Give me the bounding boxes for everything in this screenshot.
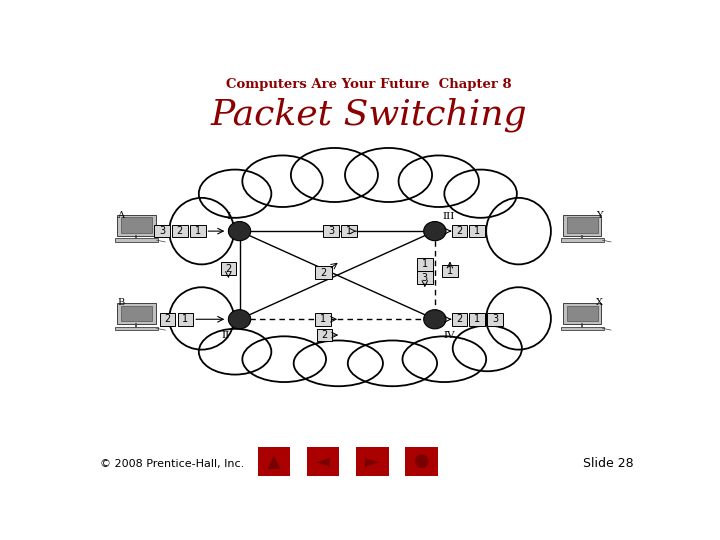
FancyBboxPatch shape [567,218,598,233]
Ellipse shape [399,156,479,207]
FancyBboxPatch shape [469,313,485,326]
FancyBboxPatch shape [451,225,467,238]
Text: 2: 2 [164,314,171,324]
Text: IV: IV [443,330,454,340]
FancyBboxPatch shape [315,266,332,279]
Text: 1: 1 [320,314,326,324]
FancyBboxPatch shape [117,215,156,235]
FancyBboxPatch shape [117,303,156,323]
Ellipse shape [243,336,326,382]
FancyBboxPatch shape [323,225,339,238]
FancyBboxPatch shape [121,218,152,233]
Text: 1: 1 [447,266,453,276]
Text: 2: 2 [176,226,183,236]
Ellipse shape [486,287,551,349]
Ellipse shape [199,170,271,218]
Text: 1: 1 [422,259,428,269]
Text: 2: 2 [320,268,326,278]
FancyBboxPatch shape [220,262,236,275]
Ellipse shape [169,198,234,265]
FancyBboxPatch shape [561,327,603,330]
Text: ►: ► [366,453,379,470]
FancyBboxPatch shape [341,225,356,238]
FancyBboxPatch shape [441,265,459,277]
FancyBboxPatch shape [315,313,331,326]
FancyBboxPatch shape [563,215,601,235]
Ellipse shape [294,341,383,386]
FancyBboxPatch shape [487,313,503,326]
FancyBboxPatch shape [121,306,152,321]
FancyBboxPatch shape [258,447,290,476]
Ellipse shape [402,336,486,382]
Text: Computers Are Your Future  Chapter 8: Computers Are Your Future Chapter 8 [226,78,512,91]
FancyBboxPatch shape [160,313,176,326]
Text: Y: Y [596,211,603,220]
FancyBboxPatch shape [356,447,389,476]
Ellipse shape [291,148,378,202]
FancyBboxPatch shape [154,225,170,238]
Ellipse shape [228,310,251,329]
FancyBboxPatch shape [417,258,433,271]
Ellipse shape [423,310,446,329]
Text: 3: 3 [492,314,498,324]
Ellipse shape [199,329,271,375]
FancyBboxPatch shape [563,303,601,323]
FancyBboxPatch shape [469,225,485,238]
Text: ▲: ▲ [267,453,281,470]
Text: ●: ● [413,453,429,470]
Text: I: I [226,212,230,221]
Text: Packet Switching: Packet Switching [211,97,527,132]
Text: 2: 2 [456,226,462,236]
Text: X: X [596,298,603,307]
Ellipse shape [453,326,522,371]
Ellipse shape [348,341,437,386]
Ellipse shape [345,148,432,202]
Ellipse shape [243,156,323,207]
FancyBboxPatch shape [172,225,188,238]
Text: III: III [443,212,455,221]
Text: 1: 1 [346,226,352,236]
Text: 3: 3 [159,226,165,236]
Text: 1: 1 [194,226,201,236]
FancyBboxPatch shape [317,329,332,341]
Text: © 2008 Prentice-Hall, Inc.: © 2008 Prentice-Hall, Inc. [100,459,244,469]
Ellipse shape [169,287,234,349]
Text: A: A [117,211,124,220]
Text: II: II [222,330,230,340]
FancyBboxPatch shape [178,313,193,326]
Ellipse shape [423,221,446,241]
FancyBboxPatch shape [190,225,205,238]
FancyBboxPatch shape [115,327,158,330]
Text: 2: 2 [321,330,328,340]
Text: B: B [117,298,125,307]
Ellipse shape [228,221,251,241]
Text: ◄: ◄ [316,453,330,470]
Text: 1: 1 [474,314,480,324]
FancyBboxPatch shape [115,239,158,242]
FancyBboxPatch shape [307,447,339,476]
FancyBboxPatch shape [567,306,598,321]
Text: 1: 1 [474,226,480,236]
Text: 2: 2 [456,314,462,324]
Ellipse shape [187,184,533,367]
FancyBboxPatch shape [405,447,438,476]
Text: 3: 3 [422,273,428,282]
Text: 1: 1 [182,314,189,324]
FancyBboxPatch shape [451,313,467,326]
FancyBboxPatch shape [417,272,433,284]
FancyBboxPatch shape [561,239,603,242]
Ellipse shape [486,198,551,265]
Text: 2: 2 [225,264,232,274]
Ellipse shape [444,170,517,218]
Text: Slide 28: Slide 28 [583,457,634,470]
Text: 3: 3 [328,226,334,236]
